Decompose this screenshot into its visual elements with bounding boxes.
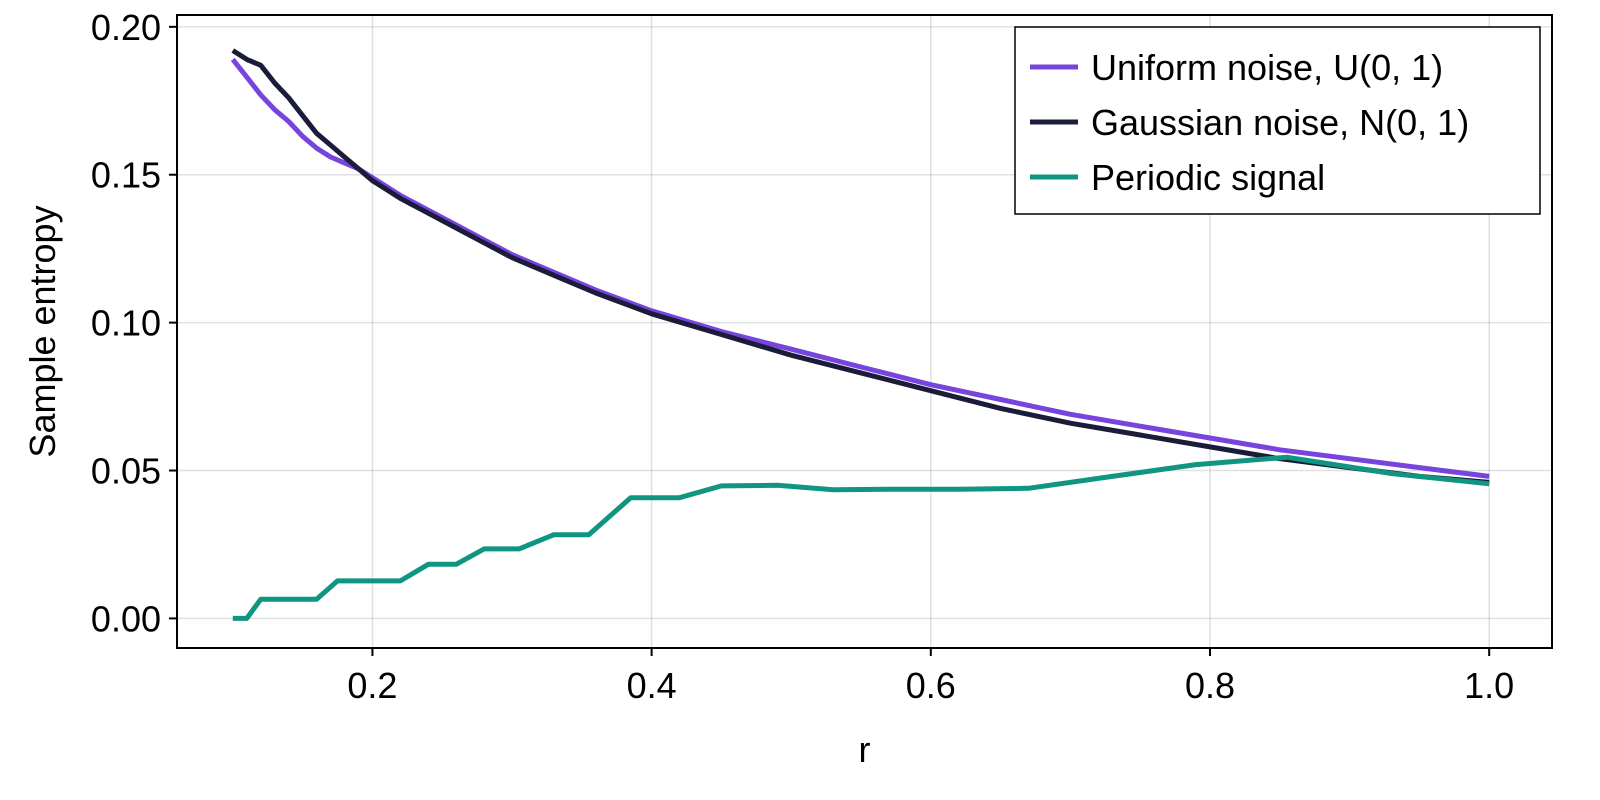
- legend: Uniform noise, U(0, 1) Gaussian noise, N(…: [1014, 26, 1541, 215]
- x-axis-label: r: [859, 729, 871, 770]
- series-line-3: [232, 454, 1490, 621]
- y-tick-label: 0.15: [91, 155, 161, 196]
- y-axis-label: Sample entropy: [22, 205, 63, 457]
- series-lines: [230, 48, 1490, 621]
- y-tick-label: 0.10: [91, 303, 161, 344]
- y-tick-label: 0.05: [91, 451, 161, 492]
- legend-entry: Gaussian noise, N(0, 1): [1091, 102, 1469, 143]
- y-tick-label: 0.00: [91, 598, 161, 639]
- series-line-2: [231, 48, 1490, 485]
- y-tick-label: 0.20: [91, 7, 161, 48]
- legend-entry: Periodic signal: [1091, 157, 1325, 198]
- plot-frame: [176, 14, 1553, 649]
- x-tick-label: 1.0: [1464, 665, 1514, 706]
- x-tick-label: 0.8: [1185, 665, 1235, 706]
- axis-ticks: 0.2 0.4 0.6 0.8 1.0 0.00 0.05 0.10 0.15 0.20: [91, 7, 1514, 706]
- x-tick-label: 0.6: [906, 665, 956, 706]
- x-tick-label: 0.2: [347, 665, 397, 706]
- series-line-1: [230, 57, 1490, 479]
- x-tick-label: 0.4: [627, 665, 677, 706]
- legend-box: [1014, 26, 1541, 215]
- legend-entry: Uniform noise, U(0, 1): [1091, 47, 1443, 88]
